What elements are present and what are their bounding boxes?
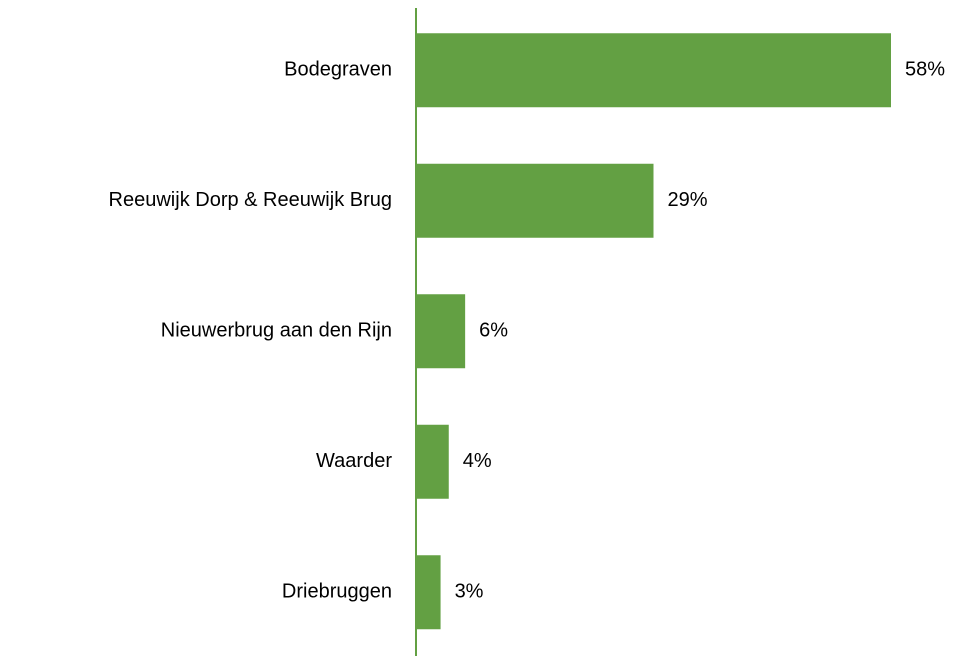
- value-label: 3%: [455, 581, 484, 603]
- value-label: 29%: [668, 189, 708, 211]
- bar: [416, 294, 466, 369]
- category-label: Waarder: [316, 450, 392, 472]
- category-label: Driebruggen: [282, 581, 392, 603]
- bar: [416, 555, 441, 630]
- bar: [416, 424, 449, 499]
- category-label: Nieuwerbrug aan den Rijn: [161, 320, 392, 342]
- value-label: 58%: [905, 59, 945, 81]
- bar: [416, 33, 891, 108]
- category-label: Bodegraven: [284, 59, 392, 81]
- category-label: Reeuwijk Dorp & Reeuwijk Brug: [109, 189, 392, 211]
- value-label: 4%: [463, 450, 492, 472]
- bar: [416, 163, 654, 238]
- value-label: 6%: [479, 320, 508, 342]
